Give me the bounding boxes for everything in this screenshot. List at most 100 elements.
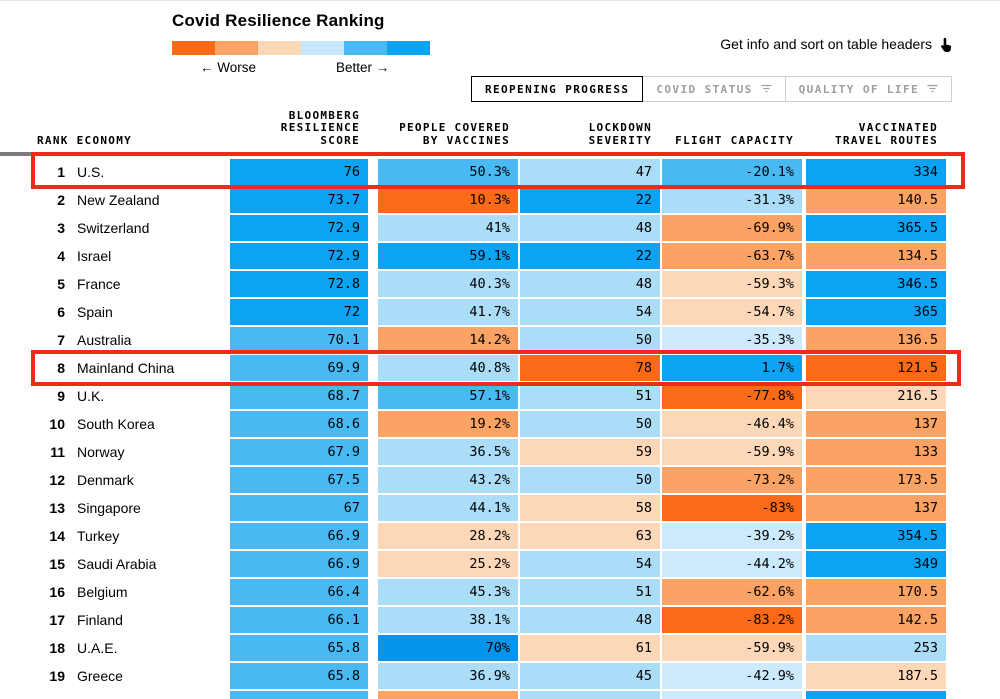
filter-icon [761, 84, 772, 94]
table-header-row: RANK ECONOMY BLOOMBERG RESILIENCE SCORE … [35, 103, 946, 147]
legend-color-step [344, 41, 387, 55]
economy-name: Saudi Arabia [77, 556, 157, 572]
table-row: 1 U.S. 76 50.3% 47 -20.1% 334 [35, 159, 946, 185]
flight-capacity-cell: -42.9% [662, 663, 802, 689]
view-tabs: REOPENING PROGRESS COVID STATUS QUALITY … [470, 76, 952, 102]
flight-capacity-cell: -69.9% [662, 215, 802, 241]
flight-capacity-cell: -54.7% [662, 299, 802, 325]
economy-name: South Korea [77, 416, 155, 432]
tab-quality-of-life[interactable]: QUALITY OF LIFE [784, 76, 952, 102]
lockdown-cell: 54 [520, 551, 660, 577]
vaccines-cell: 14.2% [378, 327, 518, 353]
table-row: 16 Belgium 66.4 45.3% 51 -62.6% 170.5 [35, 579, 946, 605]
score-cell: 66.9 [230, 523, 368, 549]
rank-value: 4 [57, 248, 65, 264]
travel-routes-cell: 137 [806, 411, 946, 437]
vaccines-cell: 57.1% [378, 383, 518, 409]
table-row: 17 Finland 66.1 38.1% 48 -83.2% 142.5 [35, 607, 946, 633]
flight-capacity-cell: -31.3% [662, 187, 802, 213]
travel-routes-cell: 121.5 [806, 355, 946, 381]
lockdown-cell: 48 [520, 607, 660, 633]
score-cell: 65.8 [230, 635, 368, 661]
flight-capacity-cell: -63.7% [662, 243, 802, 269]
rank-value: 11 [50, 444, 65, 460]
lockdown-cell: 48 [520, 271, 660, 297]
table-row: 18 U.A.E. 65.8 70% 61 -59.9% 253 [35, 635, 946, 661]
travel-routes-cell: 346.5 [806, 271, 946, 297]
table-row: 12 Denmark 67.5 43.2% 50 -73.2% 173.5 [35, 467, 946, 493]
legend-better-label: Better → [336, 60, 390, 75]
travel-routes-cell: 349 [806, 551, 946, 577]
table-row: 9 U.K. 68.7 57.1% 51 -77.8% 216.5 [35, 383, 946, 409]
vaccines-cell: 40.8% [378, 355, 518, 381]
rank-value: 5 [57, 276, 65, 292]
lockdown-cell: 78 [520, 355, 660, 381]
vaccines-cell: 19.2% [378, 411, 518, 437]
score-cell: 69.9 [230, 355, 368, 381]
score-cell: 68.6 [230, 411, 368, 437]
lockdown-cell: 54 [520, 299, 660, 325]
legend-worse-label: ← Worse [200, 60, 257, 75]
flight-capacity-cell: -73.2% [662, 467, 802, 493]
rank-value: 6 [57, 304, 65, 320]
economy-name: U.K. [77, 388, 105, 404]
partial-cell [230, 691, 368, 699]
rank-value: 12 [49, 472, 65, 488]
score-cell: 67 [230, 495, 368, 521]
travel-routes-cell: 133 [806, 439, 946, 465]
table-rows: 1 U.S. 76 50.3% 47 -20.1% 334 2 New Zeal… [35, 159, 946, 691]
score-cell: 73.7 [230, 187, 368, 213]
flight-capacity-cell: -59.3% [662, 271, 802, 297]
highlight-box-us-row [31, 152, 965, 189]
vaccines-cell: 36.5% [378, 439, 518, 465]
flight-capacity-cell: -83% [662, 495, 802, 521]
lockdown-cell: 59 [520, 439, 660, 465]
flight-capacity-cell: -20.1% [662, 159, 802, 185]
travel-routes-cell: 365 [806, 299, 946, 325]
score-cell: 72.9 [230, 215, 368, 241]
economy-name: Greece [77, 668, 123, 684]
tab-covid-status[interactable]: COVID STATUS [642, 76, 786, 102]
rank-value: 1 [57, 164, 65, 180]
vaccines-cell: 25.2% [378, 551, 518, 577]
vaccines-cell: 36.9% [378, 663, 518, 689]
score-cell: 65.8 [230, 663, 368, 689]
table-row: 7 Australia 70.1 14.2% 50 -35.3% 136.5 [35, 327, 946, 353]
vaccines-cell: 70% [378, 635, 518, 661]
table-row: 10 South Korea 68.6 19.2% 50 -46.4% 137 [35, 411, 946, 437]
flight-capacity-cell: -46.4% [662, 411, 802, 437]
header-resilience-score[interactable]: BLOOMBERG RESILIENCE SCORE [280, 108, 360, 147]
table-row: 13 Singapore 67 44.1% 58 -83% 137 [35, 495, 946, 521]
table-row: 15 Saudi Arabia 66.9 25.2% 54 -44.2% 349 [35, 551, 946, 577]
rank-value: 15 [49, 556, 65, 572]
flight-capacity-cell: 1.7% [662, 355, 802, 381]
partial-cell [520, 691, 660, 699]
partial-cell [662, 691, 802, 699]
table-row: 11 Norway 67.9 36.5% 59 -59.9% 133 [35, 439, 946, 465]
table-info-text: Get info and sort on table headers [720, 36, 932, 52]
lockdown-cell: 50 [520, 411, 660, 437]
rank-value: 14 [49, 528, 65, 544]
header-rank-economy[interactable]: RANK ECONOMY [37, 133, 133, 147]
vaccines-cell: 45.3% [378, 579, 518, 605]
economy-name: Australia [77, 332, 132, 348]
vaccines-cell: 10.3% [378, 187, 518, 213]
travel-routes-cell: 137 [806, 495, 946, 521]
lockdown-cell: 61 [520, 635, 660, 661]
lockdown-cell: 45 [520, 663, 660, 689]
header-lockdown-severity[interactable]: LOCKDOWN SEVERITY [588, 121, 652, 147]
flight-capacity-cell: -35.3% [662, 327, 802, 353]
vaccines-cell: 28.2% [378, 523, 518, 549]
header-people-covered[interactable]: PEOPLE COVERED BY VACCINES [399, 121, 510, 147]
header-vaccinated-travel-routes[interactable]: VACCINATED TRAVEL ROUTES [835, 121, 938, 147]
travel-routes-cell: 134.5 [806, 243, 946, 269]
lockdown-cell: 47 [520, 159, 660, 185]
rank-value: 16 [49, 584, 65, 600]
travel-routes-cell: 140.5 [806, 187, 946, 213]
table-info-hint: Get info and sort on table headers [720, 36, 952, 52]
partial-cell [378, 691, 518, 699]
economy-name: Turkey [77, 528, 120, 544]
header-flight-capacity[interactable]: FLIGHT CAPACITY [675, 133, 794, 147]
tab-reopening-progress[interactable]: REOPENING PROGRESS [470, 76, 644, 102]
